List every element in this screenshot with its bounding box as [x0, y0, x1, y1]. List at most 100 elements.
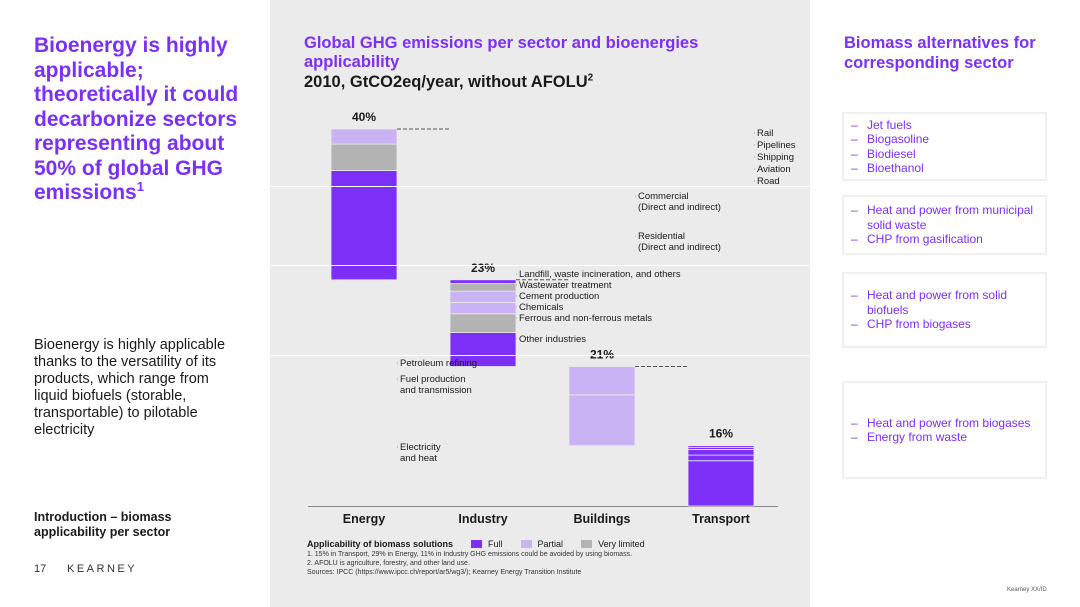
legend-title: Applicability of biomass solutions: [307, 539, 454, 549]
footnote-1: 1. 15% in Transport, 29% in Energy, 11% …: [307, 551, 633, 558]
legend-label-partial: Partial: [537, 539, 564, 549]
legend-label-full: Full: [488, 539, 503, 549]
category-label-transport: Transport: [692, 512, 750, 526]
dash: –: [851, 317, 858, 332]
alternatives-box-energy: – Heat and power from biogases – Energy fr…: [843, 382, 1046, 478]
legend-item-limited: Very limited: [581, 539, 645, 549]
bar-transport-segment-5: [687, 445, 755, 448]
bar-energy-segment-1: [330, 170, 398, 281]
dash: –: [851, 161, 858, 175]
bar-industry-segment-6: [449, 279, 517, 284]
segment-label-energy-1: Electricity: [400, 442, 441, 453]
legend-swatch-full: [471, 540, 483, 548]
legend-item-partial: Partial: [520, 539, 564, 549]
bar-industry-segment-1: [449, 332, 517, 367]
chart-title: Global GHG emissions per sector and bioe…: [304, 34, 699, 71]
segment-label-buildings-1-line2: (Direct and indirect): [638, 242, 721, 253]
alt-item: – CHP from biogases: [851, 317, 1039, 332]
bar-transport-segment-1: [687, 460, 755, 507]
bar-energy-segment-3: [330, 128, 398, 145]
dash: –: [851, 146, 858, 161]
left-panel: [0, 0, 270, 607]
alt-text: Heat and power from biogases: [867, 415, 1031, 430]
footnote-2: 2. AFOLU is agriculture, forestry, and o…: [307, 560, 470, 567]
alternatives-box-industry: – Heat and power from solid biofuels – CHP…: [843, 273, 1046, 347]
alt-text: Biogasoline: [867, 132, 930, 146]
bar-industry-segment-4: [449, 290, 517, 303]
segment-label-industry-4: Cement production: [519, 291, 599, 302]
subtitle-footnote-marker: 2: [587, 72, 594, 84]
legend: Applicability of biomass solutions Full …: [307, 539, 663, 549]
segment-label-industry-3: Chemicals: [519, 302, 564, 313]
chart-subtitle: 2010, GtCO2eq/year, without AFOLU2: [304, 72, 594, 91]
segment-label-industry-1: Other industries: [519, 334, 586, 345]
legend-label-limited: Very limited: [598, 539, 645, 549]
headline: Bioenergy is highly applicable; theoreti…: [34, 34, 239, 204]
category-label-energy: Energy: [343, 512, 385, 526]
copyright: Kearney XX/ID: [1007, 587, 1047, 593]
dash: –: [851, 203, 858, 218]
legend-swatch-partial: [520, 540, 532, 548]
headline-footnote-marker: 1: [136, 179, 144, 194]
segment-label-energy-2: Fuel production: [400, 374, 465, 385]
segment-label-energy-3: Petroleum refining: [400, 358, 477, 369]
segment-label-transport-4: Pipelines: [757, 140, 796, 151]
bar-industry-segment-3: [449, 302, 517, 315]
dash: –: [851, 415, 858, 430]
segment-label-buildings-2: Commercial: [638, 191, 689, 202]
legend-swatch-limited: [581, 540, 593, 548]
row-separator-2: [270, 265, 1080, 266]
alt-item: – Biodiesel: [851, 147, 1039, 162]
alt-text: Bioethanol: [867, 161, 924, 175]
segment-label-transport-5: Rail: [757, 128, 773, 139]
dash: –: [851, 430, 858, 444]
alternatives-box-buildings: – Heat and power from municipal solid was…: [843, 196, 1046, 254]
alt-item: – Bioethanol: [851, 161, 1039, 176]
brand-logo: KEARNEY: [67, 563, 138, 575]
bar-buildings-segment-2: [568, 366, 636, 396]
alt-item: – Jet fuels: [851, 118, 1039, 133]
alt-text: CHP from biogases: [867, 317, 971, 332]
emissions-chart: 40% Energy 23% Industry 21% Buildings 16% Trans…: [308, 110, 796, 526]
segment-label-transport-2: Aviation: [757, 164, 791, 175]
alt-item: – CHP from gasification: [851, 232, 1039, 247]
section-label: Introduction – biomass applicability per…: [34, 510, 172, 539]
segment-label-industry-5: Wastewater treatment: [519, 280, 612, 291]
alt-text: Jet fuels: [867, 117, 912, 132]
alt-item: – Heat and power from municipal solid was…: [851, 203, 1039, 232]
alt-text: Heat and power from solid biofuels: [867, 288, 1008, 317]
row-separator-1: [270, 186, 1080, 187]
segment-label-transport-1: Road: [757, 176, 780, 187]
alt-item: – Energy from waste: [851, 430, 1039, 445]
row-separator-3: [270, 355, 1080, 356]
page-number: 17: [34, 563, 47, 575]
category-label-industry: Industry: [458, 512, 507, 526]
alt-text: Biodiesel: [867, 146, 916, 161]
alt-item: – Biogasoline: [851, 132, 1039, 147]
segment-label-industry-2: Ferrous and non-ferrous metals: [519, 313, 652, 324]
bar-industry-segment-2: [449, 313, 517, 333]
segment-label-buildings-1: Residential: [638, 231, 685, 242]
segment-label-buildings-2-line2: (Direct and indirect): [638, 202, 721, 213]
legend-item-full: Full: [471, 539, 503, 549]
bar-energy-segment-2: [330, 143, 398, 171]
alt-text: CHP from gasification: [867, 232, 983, 247]
total-label-energy: 40%: [352, 110, 376, 124]
total-label-transport: 16%: [709, 427, 733, 441]
dash: –: [851, 288, 858, 303]
footnote-sources: Sources: IPCC (https://www.ipcc.ch/repor…: [307, 569, 582, 576]
bar-transport-segment-2: [687, 454, 755, 462]
segment-label-energy-1-line2: and heat: [400, 453, 437, 464]
bar-industry-segment-5: [449, 283, 517, 292]
total-label-buildings: 21%: [590, 348, 614, 362]
alternatives-title: Biomass alternatives for corresponding s…: [844, 34, 1036, 72]
body-text: Bioenergy is highly applicable thanks to…: [34, 337, 226, 438]
dash: –: [851, 117, 858, 132]
segment-label-transport-3: Shipping: [757, 152, 794, 163]
segment-label-energy-2-line2: and transmission: [400, 385, 472, 396]
footnotes: 1. 15% in Transport, 29% in Energy, 11% …: [307, 550, 767, 577]
total-label-industry: 23%: [471, 261, 495, 275]
alt-text: Heat and power from municipal solid wast…: [867, 203, 1034, 232]
category-label-buildings: Buildings: [574, 512, 631, 526]
dash: –: [851, 132, 858, 146]
